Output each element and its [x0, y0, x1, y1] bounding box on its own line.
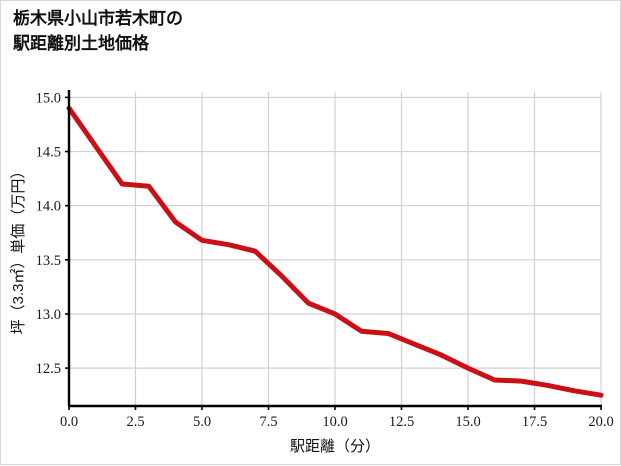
y-tick-label: 14.5 [36, 145, 61, 161]
y-tick-label: 13.0 [36, 307, 61, 323]
y-tick-label: 13.5 [36, 253, 61, 269]
x-tick-label: 12.5 [389, 414, 414, 430]
y-axis-label: 坪（3.3㎡）単価（万円） [10, 164, 27, 335]
x-tick-label: 0.0 [60, 414, 78, 430]
x-tick-label: 7.5 [259, 414, 277, 430]
x-axis: 0.0 2.5 5.0 7.5 10.0 12.5 15.0 17.5 20.0 駅距離（分） [60, 406, 614, 455]
data-line-series-0 [66, 105, 604, 398]
x-tick-label: 17.5 [522, 414, 547, 430]
y-tick-label: 14.0 [36, 199, 61, 215]
chart-title: 栃木県小山市若木町の 駅距離別土地価格 [13, 9, 183, 53]
y-axis: 12.5 13.0 13.5 14.0 14.5 15.0 坪（3.3㎡）単価（万円） [10, 90, 69, 377]
x-tick-label: 2.5 [126, 414, 144, 430]
x-tick-label: 15.0 [455, 414, 480, 430]
x-tick-label: 5.0 [193, 414, 211, 430]
gridlines [69, 92, 602, 406]
x-tick-label: 20.0 [588, 414, 613, 430]
y-tick-label: 12.5 [36, 361, 61, 377]
y-tick-label: 15.0 [36, 90, 61, 106]
x-axis-label: 駅距離（分） [290, 437, 380, 455]
x-tick-label: 10.0 [322, 414, 347, 430]
